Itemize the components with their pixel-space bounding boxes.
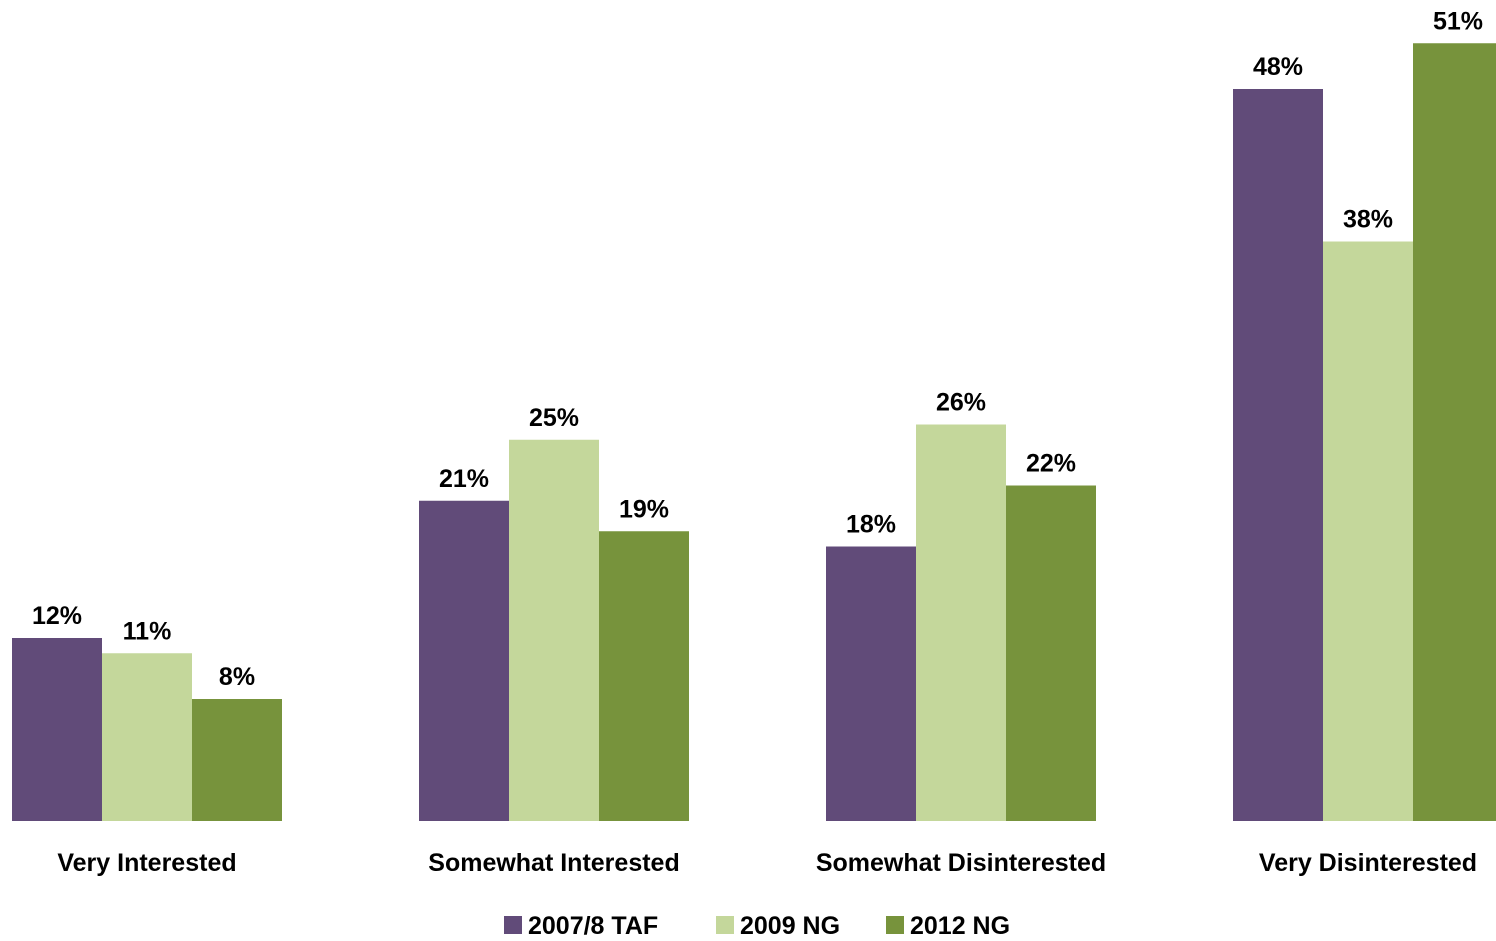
- bars-group: [12, 43, 1496, 821]
- value-label: 26%: [936, 389, 986, 417]
- value-label: 18%: [846, 511, 896, 539]
- bar-2-1: [419, 500, 509, 821]
- bar-3-3: [1006, 485, 1096, 821]
- bar-2-3: [599, 531, 689, 821]
- bar-3-1: [826, 546, 916, 821]
- category-label: Somewhat Disinterested: [816, 849, 1106, 877]
- legend-label: 2012 NG: [910, 912, 1010, 940]
- value-label: 51%: [1433, 7, 1483, 35]
- category-label: Very Disinterested: [1259, 849, 1477, 877]
- legend-label: 2007/8 TAF: [528, 912, 658, 940]
- value-label: 25%: [529, 404, 579, 432]
- legend-swatch: [886, 916, 904, 934]
- legend-swatch: [716, 916, 734, 934]
- value-label: 22%: [1026, 450, 1076, 478]
- bar-4-3: [1413, 43, 1496, 821]
- category-label: Somewhat Interested: [428, 849, 679, 877]
- bar-1-2: [102, 653, 192, 821]
- bar-2-2: [509, 439, 599, 821]
- bar-1-3: [192, 699, 282, 821]
- bar-4-1: [1233, 89, 1323, 821]
- value-labels-group: 12% 11% 8% 21% 25% 19% 18% 26% 22% 48% 38% 51%: [32, 7, 1483, 691]
- value-label: 38%: [1343, 206, 1393, 234]
- bar-1-1: [12, 638, 102, 821]
- value-label: 21%: [439, 465, 489, 493]
- legend-label: 2009 NG: [740, 912, 840, 940]
- legend-swatch: [504, 916, 522, 934]
- legend: 2007/8 TAF 2009 NG 2012 NG: [504, 912, 1010, 940]
- value-label: 19%: [619, 495, 669, 523]
- value-label: 8%: [219, 663, 255, 691]
- bar-3-2: [916, 424, 1006, 821]
- value-label: 12%: [32, 602, 82, 630]
- value-label: 11%: [123, 617, 172, 645]
- bar-4-2: [1323, 241, 1413, 821]
- value-label: 48%: [1253, 53, 1303, 81]
- category-label: Very Interested: [57, 849, 236, 877]
- category-labels-group: Very Interested Somewhat Interested Somewh…: [57, 849, 1477, 877]
